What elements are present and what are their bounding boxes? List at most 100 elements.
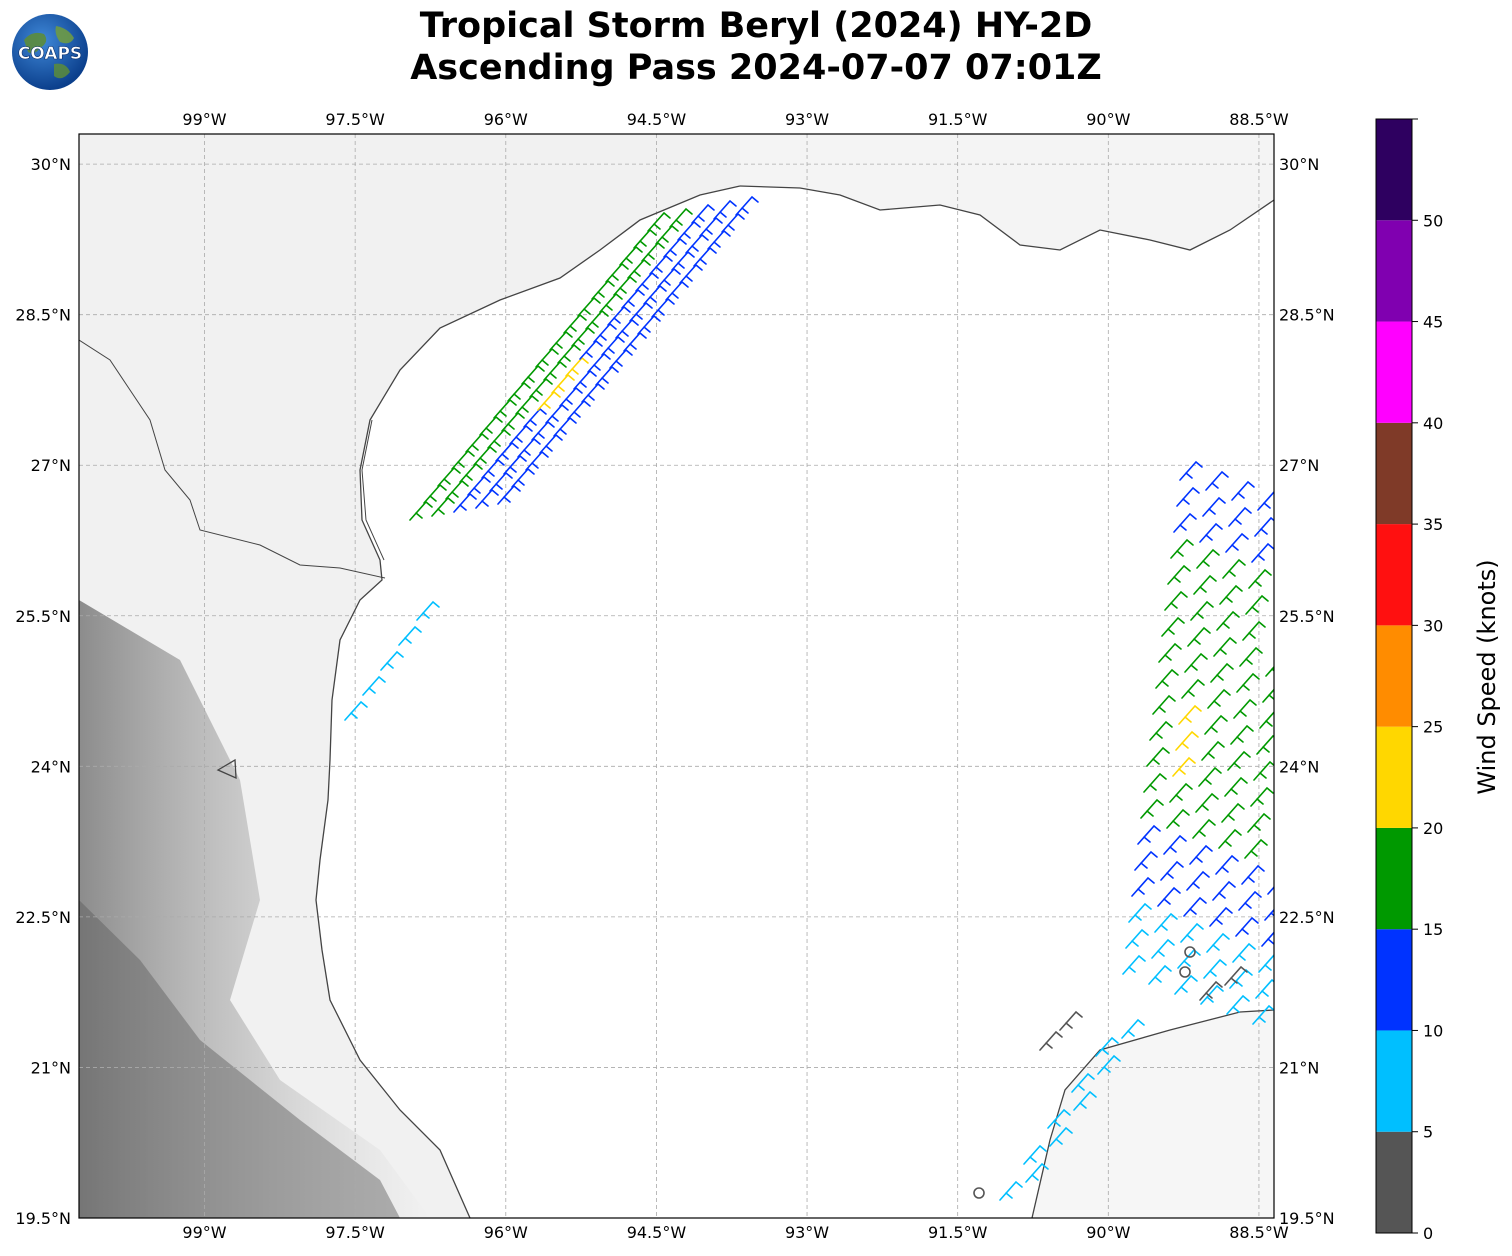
wind-barb <box>1047 1108 1071 1129</box>
wind-barb <box>344 700 368 721</box>
wind-barb <box>1178 704 1202 725</box>
colorbar-tick-label: 20 <box>1423 819 1443 838</box>
colorbar-segment <box>1376 625 1412 727</box>
wind-barb <box>685 233 709 254</box>
wind-barb <box>1183 896 1207 917</box>
wind-barb <box>1149 720 1173 741</box>
wind-barb <box>1207 688 1231 709</box>
wind-barb <box>591 279 615 300</box>
wind-barb <box>599 292 623 313</box>
lat-tick-label: 30°N <box>31 155 71 174</box>
coastline-texas-mexico <box>315 185 741 1218</box>
wind-barb <box>1256 734 1274 755</box>
lat-tick-label: 28.5°N <box>15 306 71 325</box>
wind-barb <box>713 199 737 220</box>
coastlines <box>79 185 1274 1218</box>
wind-barb <box>1163 834 1187 855</box>
wind-barb <box>398 625 422 646</box>
lon-tick-label: 90°W <box>1086 110 1130 129</box>
wind-barb <box>585 309 609 330</box>
wind-barb <box>1200 984 1224 1005</box>
chart-title-line2: Ascending Pass 2024-07-07 07:01Z <box>410 48 1102 88</box>
lon-tick-label: 90°W <box>1086 1223 1130 1242</box>
wind-barb <box>1253 760 1274 781</box>
coaps-logo-icon: COAPS <box>12 14 88 90</box>
colorbar-segment <box>1376 1030 1412 1132</box>
wind-barb <box>577 296 601 317</box>
wind-barb <box>651 297 675 318</box>
map-gridlines <box>79 134 1274 1218</box>
wind-barb <box>629 301 653 322</box>
wind-barb <box>497 484 521 505</box>
wind-barb <box>489 471 513 492</box>
lon-tick-label: 97.5°W <box>325 1223 385 1242</box>
wind-barb <box>1097 1054 1121 1075</box>
colorbar-tick-label: 50 <box>1423 211 1443 230</box>
wind-barb <box>615 318 639 339</box>
wind-barb <box>721 212 745 233</box>
wind-barb <box>1023 1144 1047 1165</box>
wind-barb <box>693 246 717 267</box>
wind-barb <box>635 271 659 292</box>
wind-barb <box>1222 558 1246 579</box>
wind-barb <box>1155 668 1179 689</box>
wind-barb <box>559 386 583 407</box>
wind-barb <box>595 365 619 386</box>
lake-small <box>216 758 237 780</box>
colorbar-label: Wind Speed (knots) <box>1473 559 1501 794</box>
wind-barb <box>1167 564 1191 585</box>
wind-barb <box>1180 922 1204 943</box>
wind-barb <box>999 1180 1023 1201</box>
wind-barb <box>1230 724 1254 745</box>
wind-barb <box>649 254 673 275</box>
wind-barb <box>1140 798 1164 819</box>
wind-barb <box>529 377 553 398</box>
lat-tick-label: 19.5°N <box>15 1209 71 1228</box>
wind-barb <box>1218 828 1242 849</box>
wind-barb <box>495 441 519 462</box>
wind-barb <box>475 488 499 509</box>
wind-barb <box>557 343 581 364</box>
wind-barb <box>627 258 651 279</box>
wind-barb <box>1232 942 1256 963</box>
lon-tick-label: 91.5°W <box>928 1223 988 1242</box>
wind-barb <box>607 305 631 326</box>
wind-barb <box>1226 994 1250 1015</box>
wind-barb <box>671 250 695 271</box>
wind-barb <box>563 313 587 334</box>
lon-tick-label: 91.5°W <box>928 110 988 129</box>
wind-barb <box>1190 600 1214 621</box>
lat-tick-label: 25.5°N <box>15 607 71 626</box>
wind-barb <box>1158 642 1182 663</box>
wind-barb <box>1224 776 1248 797</box>
wind-barb <box>521 364 545 385</box>
wind-barb <box>537 390 561 411</box>
wind-barb <box>1265 665 1274 677</box>
wind-barb <box>380 650 404 671</box>
lon-tick-label: 94.5°W <box>627 1223 687 1242</box>
wind-barb <box>1210 662 1234 683</box>
wind-barb-calm <box>973 1187 985 1199</box>
wind-barb <box>1250 786 1274 807</box>
river-rio-grande <box>79 339 386 579</box>
wind-barb <box>707 229 731 250</box>
wind-barb <box>1189 844 1213 865</box>
wind-barb <box>1137 824 1161 845</box>
wind-barb <box>647 211 671 232</box>
wind-barb <box>605 262 629 283</box>
wind-barb <box>1258 953 1274 973</box>
map-plot-area <box>79 134 1274 1218</box>
wind-barb <box>669 207 693 228</box>
wind-barb <box>467 475 491 496</box>
wind-barb <box>1251 542 1274 563</box>
logo-text: COAPS <box>18 44 82 64</box>
colorbar-tick-label: 30 <box>1423 616 1443 635</box>
wind-barb <box>1164 590 1188 611</box>
wind-barb <box>1255 978 1274 999</box>
wind-barb <box>593 322 617 343</box>
lat-tick-label: 25.5°N <box>1279 607 1335 626</box>
wind-barb <box>409 500 433 521</box>
colorbar-tick-label: 25 <box>1423 718 1443 737</box>
lat-tick-label: 24°N <box>1279 757 1319 776</box>
wind-barb <box>581 382 605 403</box>
